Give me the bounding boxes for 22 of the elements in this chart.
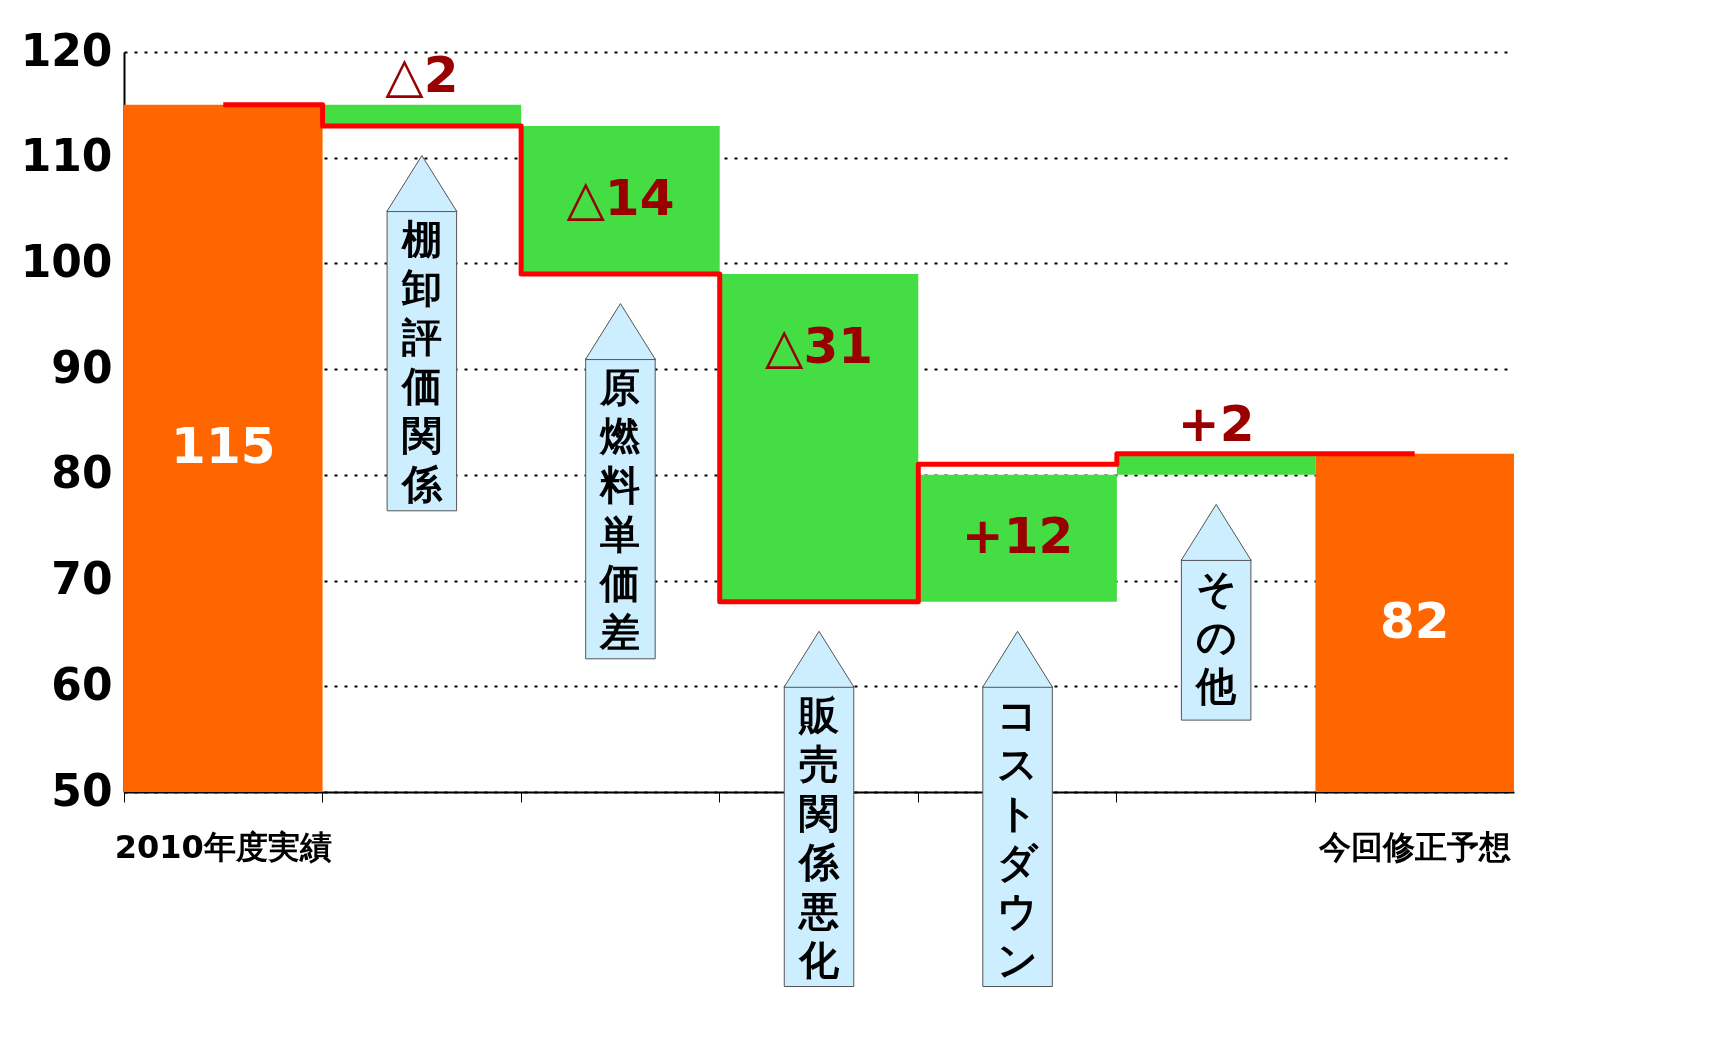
x-tick-label: 今回修正予想 — [1317, 827, 1511, 866]
data-label: △14 — [566, 169, 675, 227]
y-tick-label: 60 — [51, 658, 113, 710]
x-tick-label: その他 — [1194, 565, 1238, 709]
x-tick-label: 原燃料単価差 — [598, 364, 642, 656]
data-label: △31 — [764, 317, 874, 375]
data-label: +12 — [961, 507, 1074, 566]
data-label: 115 — [171, 417, 276, 476]
x-tick-label: コストダウン — [997, 691, 1040, 983]
y-tick-label: 70 — [51, 553, 113, 605]
y-tick-label: 110 — [20, 130, 113, 182]
y-tick-label: 80 — [51, 447, 113, 499]
y-tick-label: 100 — [20, 235, 113, 287]
data-label: +2 — [1177, 395, 1255, 454]
y-tick-label: 50 — [51, 764, 113, 816]
y-tick-label: 90 — [51, 341, 113, 393]
y-tick-label: 120 — [20, 24, 113, 76]
x-tick-label: 2010年度実績 — [114, 827, 332, 866]
x-tick-label: 棚卸評価関係 — [399, 216, 443, 508]
data-label: △2 — [385, 46, 459, 105]
x-tick-label: 販売関係悪化 — [797, 691, 840, 983]
data-label: 82 — [1379, 591, 1450, 650]
